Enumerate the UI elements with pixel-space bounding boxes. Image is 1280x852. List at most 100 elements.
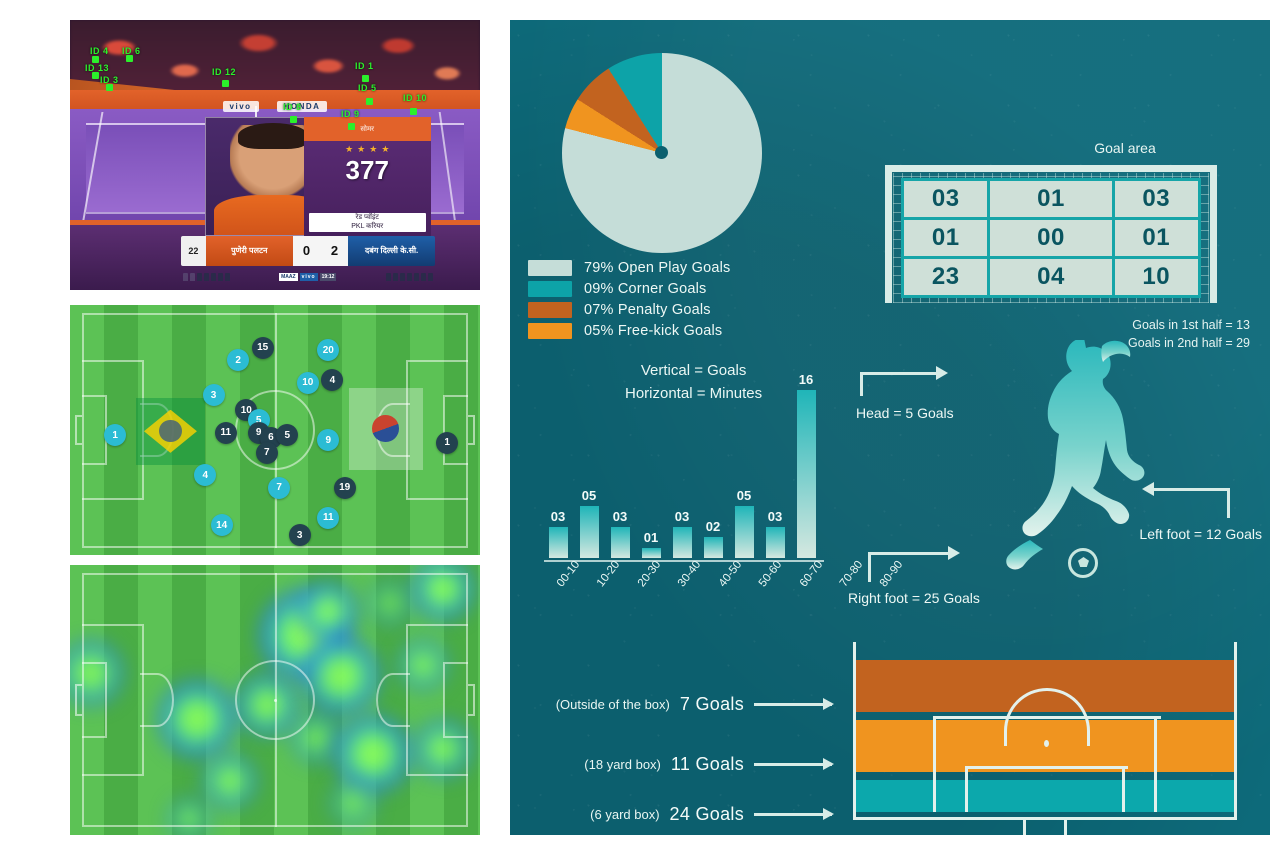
player-silhouette bbox=[1006, 340, 1145, 570]
player-marker: 5 bbox=[276, 424, 299, 446]
bar-value-label: 16 bbox=[798, 372, 814, 387]
heatmap-centre-circle bbox=[235, 660, 315, 740]
six-yard-box-right bbox=[443, 395, 468, 465]
half-split-stats: Goals in 1st half = 13 Goals in 2nd half… bbox=[1128, 316, 1250, 352]
match-number: 22 bbox=[180, 236, 207, 266]
zone-six-yard-top bbox=[965, 766, 1128, 769]
legend-swatch bbox=[528, 302, 572, 318]
track-point-marker bbox=[106, 84, 113, 91]
kabaddi-tracking-image: vivo HONDA सोमर ★ ★ ★ ★ 377 रेड प्वॉइंट PKL… bbox=[70, 20, 480, 290]
left-foot-arrow-stem bbox=[1227, 488, 1230, 518]
bar-rect bbox=[734, 505, 754, 558]
player-marker: 2 bbox=[227, 349, 250, 371]
track-id-label: ID 13 bbox=[85, 63, 110, 73]
player-marker: 14 bbox=[210, 514, 233, 536]
stat-caption-line-2: PKL करियर bbox=[351, 222, 384, 230]
heatmap-penalty-arc-left bbox=[139, 673, 174, 727]
player-marker: 19 bbox=[333, 476, 356, 499]
bar-column: 01 bbox=[641, 358, 661, 558]
heatmap-pitch-surface bbox=[70, 565, 480, 835]
bar-note-vertical: Vertical = Goals bbox=[640, 362, 747, 379]
goal-area-cell: 03 bbox=[1114, 181, 1198, 217]
heatmap-blob bbox=[365, 578, 414, 627]
player-marker: 10 bbox=[296, 371, 319, 394]
head-arrow-tip bbox=[936, 366, 948, 380]
pie-legend: 79% Open Play Goals 09% Corner Goals 07% P… bbox=[528, 260, 730, 344]
match-clock: 19:12 bbox=[319, 272, 337, 281]
goal-area-cell: 01 bbox=[904, 220, 988, 256]
head-goals-label: Head = 5 Goals bbox=[856, 405, 954, 421]
track-id-label: ID 3 bbox=[100, 75, 119, 85]
zone-touchline-left bbox=[853, 642, 856, 820]
goal-post-left bbox=[885, 165, 892, 303]
heatmap-blob bbox=[413, 718, 474, 779]
goals-by-minute-bar-chart: Vertical = Goals Horizontal = Minutes 03… bbox=[530, 330, 906, 620]
goals-second-half: Goals in 2nd half = 29 bbox=[1128, 336, 1250, 351]
track-point-marker bbox=[92, 72, 99, 79]
team-a-score: 0 bbox=[292, 236, 321, 266]
goal-right bbox=[467, 415, 476, 445]
player-marker: 7 bbox=[268, 476, 291, 499]
team-b-player-pips bbox=[385, 272, 433, 281]
goal-left bbox=[74, 415, 83, 445]
bar-rect bbox=[641, 547, 661, 558]
player-position-map: 1 2 15 20 10 4 3 10 5 11 9 6 5 7 9 1 4 7 19 11 14 3 bbox=[70, 305, 480, 555]
player-stat-card: सोमर ★ ★ ★ ★ 377 रेड प्वॉइंट PKL करियर bbox=[303, 117, 431, 236]
pie-legend-row: 09% Corner Goals bbox=[528, 281, 730, 297]
player-hair bbox=[238, 122, 308, 149]
team-b-score: 2 bbox=[320, 236, 349, 266]
bar-value-label: 02 bbox=[705, 519, 721, 534]
zone-penalty-box-right-side bbox=[1154, 716, 1157, 812]
track-point-marker bbox=[92, 56, 99, 63]
goal-frame-graphic: 03 01 03 01 00 01 23 04 10 bbox=[885, 165, 1217, 303]
heatmap-blob bbox=[70, 639, 125, 707]
zone-six-yard-right-side bbox=[1122, 766, 1125, 812]
heatmap-six-yard-box-right bbox=[443, 662, 468, 738]
sponsor-chip-left: MAAZ bbox=[279, 272, 298, 281]
bar-value-label: 03 bbox=[674, 508, 690, 524]
bar-rect bbox=[579, 505, 599, 558]
pitch-surface: 1 2 15 20 10 4 3 10 5 11 9 6 5 7 9 1 4 7 19 11 14 3 bbox=[70, 305, 480, 555]
flag-diamond bbox=[143, 409, 197, 453]
broadcast-chips: MAAZ vivo 19:12 bbox=[279, 272, 337, 281]
bar-chart-axis-note: Vertical = Goals Horizontal = Minutes bbox=[625, 360, 762, 405]
stat-card-header: सोमर bbox=[303, 117, 431, 141]
bar-value-label: 03 bbox=[550, 508, 566, 524]
bar-value-label: 05 bbox=[736, 487, 752, 503]
heatmap-goal-left bbox=[74, 683, 83, 717]
bar-value-label: 03 bbox=[612, 508, 628, 524]
track-point-marker bbox=[410, 108, 417, 115]
stat-stars: ★ ★ ★ ★ bbox=[345, 143, 390, 154]
track-id-label: ID 12 bbox=[212, 67, 237, 77]
track-id-label: ID 5 bbox=[358, 83, 377, 93]
sponsor-logo-2: HONDA bbox=[276, 100, 328, 112]
track-id-label: ID 10 bbox=[403, 93, 428, 103]
track-id-label: ID 6 bbox=[122, 46, 141, 56]
zone-goal-count: 24 Goals bbox=[669, 804, 744, 824]
goal-area-cell: 00 bbox=[990, 220, 1112, 256]
player-marker: 1 bbox=[104, 424, 127, 446]
goal-crossbar bbox=[885, 165, 1217, 172]
stat-caption-line-1: रेड प्वॉइंट bbox=[355, 213, 379, 221]
bar-x-axis-labels: 00-10 10-20 20-30 30-40 40-50 50-60 60-70 70-80… bbox=[548, 559, 906, 618]
bar-column: 02 bbox=[703, 358, 723, 558]
zone-arrow-icon bbox=[754, 808, 834, 820]
bar-column: 03 bbox=[765, 358, 785, 558]
zone-goal-mouth-right bbox=[1064, 818, 1067, 835]
zone-arrow-icon bbox=[754, 758, 834, 770]
goal-area-cell: 23 bbox=[904, 259, 988, 295]
pie-legend-row: 79% Open Play Goals bbox=[528, 260, 730, 276]
bar-column: 05 bbox=[579, 358, 599, 558]
legend-label: 09% Corner Goals bbox=[584, 281, 707, 297]
player-marker: 11 bbox=[317, 506, 340, 529]
goal-statistics-infographic: 79% Open Play Goals 09% Corner Goals 07% P… bbox=[510, 20, 1270, 835]
left-foot-arrow-tip bbox=[1142, 482, 1154, 496]
stat-caption: रेड प्वॉइंट PKL करियर bbox=[308, 212, 426, 233]
team-a-player-pips bbox=[182, 272, 230, 281]
track-id-label: ID 9 bbox=[341, 109, 360, 119]
bar-column: 05 bbox=[734, 358, 754, 558]
zone-arrow-icon bbox=[754, 698, 834, 710]
player-heatmap-image bbox=[70, 565, 480, 835]
player-marker: 3 bbox=[202, 384, 225, 406]
